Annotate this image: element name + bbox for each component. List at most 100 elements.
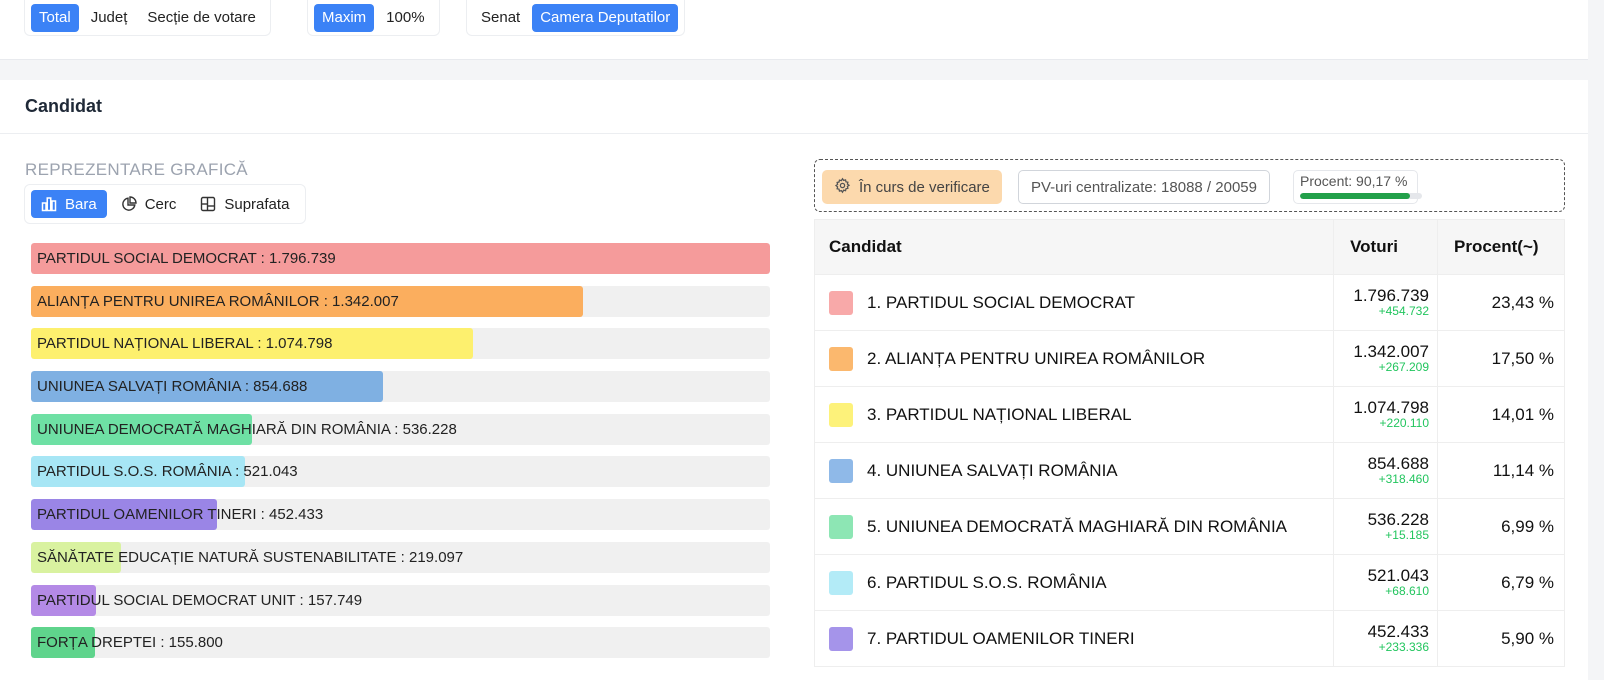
scope-option-judet[interactable]: Județ — [90, 9, 128, 26]
votes-value: 854.688 — [1367, 454, 1430, 473]
column-header-procent[interactable]: Procent(~) — [1437, 219, 1565, 275]
votes-delta: +454.732 — [1378, 304, 1430, 318]
bar-row[interactable]: ALIANȚA PENTRU UNIREA ROMÂNILOR : 1.342.… — [31, 285, 770, 317]
bar-row[interactable]: PARTIDUL NAȚIONAL LIBERAL : 1.074.798 — [31, 328, 770, 360]
gear-icon — [834, 177, 851, 198]
candidate-cell: 7. PARTIDUL OAMENILOR TINERI — [813, 610, 1335, 667]
candidate-cell: 1. PARTIDUL SOCIAL DEMOCRAT — [813, 274, 1335, 331]
votes-value: 452.433 — [1367, 622, 1430, 641]
bar-row[interactable]: PARTIDUL SOCIAL DEMOCRAT UNIT : 157.749 — [31, 584, 770, 616]
bar — [31, 285, 583, 317]
scope-option-total[interactable]: Total — [31, 3, 79, 32]
bar-row[interactable]: PARTIDUL S.O.S. ROMÂNIA : 521.043 — [31, 456, 770, 488]
bar-row[interactable]: FORȚA DREPTEI : 155.800 — [31, 627, 770, 659]
view-option-label: Suprafata — [224, 195, 290, 213]
percent-cell: 11,14 % — [1437, 442, 1565, 499]
area-grid-icon — [200, 196, 216, 212]
results-table: Candidat Voturi Procent(~) 1. PARTIDUL S… — [813, 219, 1565, 667]
chamber-option-senat[interactable]: Senat — [481, 9, 521, 26]
candidate-name: 1. PARTIDUL SOCIAL DEMOCRAT — [867, 292, 1135, 312]
bar-label: PARTIDUL S.O.S. ROMÂNIA : 521.043 — [37, 463, 298, 481]
bar-label: SĂNĂTATE EDUCAȚIE NATURĂ SUSTENABILITATE… — [37, 548, 464, 566]
table-row[interactable]: 5. UNIUNEA DEMOCRATĂ MAGHIARĂ DIN ROMÂNI… — [813, 498, 1565, 555]
scope-option-sectie[interactable]: Secție de votare — [147, 9, 256, 26]
progress-track — [1300, 193, 1422, 199]
color-swatch — [829, 290, 853, 315]
scale-selector: Maxim 100% — [307, 0, 440, 36]
candidate-name: 3. PARTIDUL NAȚIONAL LIBERAL — [867, 404, 1132, 424]
scope-selector: Total Județ Secție de votare — [24, 0, 271, 36]
percent-cell: 17,50 % — [1437, 330, 1565, 387]
color-swatch — [829, 570, 853, 595]
chart-view-switch: Bara Cerc Suprafata — [24, 184, 307, 224]
candidate-cell: 3. PARTIDUL NAȚIONAL LIBERAL — [813, 386, 1335, 443]
chamber-option-camera[interactable]: Camera Deputatilor — [532, 3, 679, 32]
bar — [31, 541, 122, 573]
percent-cell: 14,01 % — [1437, 386, 1565, 443]
bar — [31, 413, 252, 445]
table-header-row: Candidat Voturi Procent(~) — [813, 219, 1565, 275]
bar-label: FORȚA DREPTEI : 155.800 — [37, 634, 223, 652]
bar — [31, 371, 383, 403]
candidate-name: 6. PARTIDUL S.O.S. ROMÂNIA — [867, 572, 1107, 592]
view-option-label: Cerc — [144, 195, 177, 213]
filter-bar: Total Județ Secție de votare Maxim 100% … — [0, 0, 1588, 60]
candidate-cell: 2. ALIANȚA PENTRU UNIREA ROMÂNILOR — [813, 330, 1335, 387]
bar-row[interactable]: PARTIDUL SOCIAL DEMOCRAT : 1.796.739 — [31, 243, 770, 274]
votes-cell: 854.688 +318.460 — [1333, 442, 1439, 499]
processed-percent: Procent: 90,17 % — [1293, 170, 1422, 204]
bar-label: PARTIDUL SOCIAL DEMOCRAT : 1.796.739 — [37, 250, 336, 267]
votes-cell: 1.796.739 +454.732 — [1333, 274, 1439, 331]
table-row[interactable]: 2. ALIANȚA PENTRU UNIREA ROMÂNILOR 1.342.… — [813, 330, 1565, 387]
bar — [31, 243, 770, 274]
view-option-label: Bara — [65, 195, 97, 213]
votes-value: 1.074.798 — [1353, 398, 1430, 417]
chamber-selector: Senat Camera Deputatilor — [466, 0, 686, 36]
bar-row[interactable]: UNIUNEA DEMOCRATĂ MAGHIARĂ DIN ROMÂNIA :… — [31, 413, 770, 445]
bar-label: UNIUNEA DEMOCRATĂ MAGHIARĂ DIN ROMÂNIA :… — [37, 420, 457, 438]
candidate-name: 4. UNIUNEA SALVAȚI ROMÂNIA — [867, 460, 1118, 480]
percent-cell: 6,99 % — [1437, 498, 1565, 555]
processed-percent-text: Procent: 90,17 % — [1300, 173, 1408, 189]
votes-value: 521.043 — [1367, 566, 1430, 585]
progress-fill — [1300, 193, 1410, 199]
section-title: Candidat — [0, 80, 1588, 134]
votes-delta: +318.460 — [1378, 472, 1430, 486]
bar — [31, 456, 246, 488]
column-header-candidat[interactable]: Candidat — [813, 219, 1335, 275]
percent-cell: 5,90 % — [1437, 610, 1565, 667]
counting-status: În curs de verificare PV-uri centralizat… — [814, 159, 1565, 212]
view-option-cerc[interactable]: Cerc — [111, 190, 187, 218]
view-option-suprafata[interactable]: Suprafata — [190, 190, 299, 218]
scale-option-100[interactable]: 100% — [386, 9, 425, 26]
column-header-voturi[interactable]: Voturi — [1333, 219, 1439, 275]
votes-delta: +15.185 — [1385, 528, 1430, 542]
table-row[interactable]: 1. PARTIDUL SOCIAL DEMOCRAT 1.796.739 +454… — [813, 274, 1565, 331]
votes-delta: +220.110 — [1379, 416, 1430, 430]
candidate-name: 7. PARTIDUL OAMENILOR TINERI — [867, 628, 1135, 648]
table-row[interactable]: 7. PARTIDUL OAMENILOR TINERI 452.433 +233.… — [813, 610, 1565, 667]
view-option-bara[interactable]: Bara — [31, 190, 107, 218]
candidate-cell: 6. PARTIDUL S.O.S. ROMÂNIA — [813, 554, 1335, 611]
bar — [31, 328, 474, 360]
bar-label: PARTIDUL NAȚIONAL LIBERAL : 1.074.798 — [37, 335, 333, 353]
bar-label: UNIUNEA SALVAȚI ROMÂNIA : 854.688 — [37, 378, 308, 396]
bar-row[interactable]: SĂNĂTATE EDUCAȚIE NATURĂ SUSTENABILITATE… — [31, 541, 770, 573]
candidate-name: 2. ALIANȚA PENTRU UNIREA ROMÂNILOR — [867, 348, 1206, 368]
color-swatch — [829, 514, 853, 539]
color-swatch — [829, 626, 853, 651]
bar-chart: PARTIDUL SOCIAL DEMOCRAT : 1.796.739 ALIA… — [31, 243, 770, 670]
table-row[interactable]: 4. UNIUNEA SALVAȚI ROMÂNIA 854.688 +318.46… — [813, 442, 1565, 499]
votes-delta: +267.209 — [1378, 360, 1430, 374]
table-row[interactable]: 6. PARTIDUL S.O.S. ROMÂNIA 521.043 +68.610… — [813, 554, 1565, 611]
candidate-name: 5. UNIUNEA DEMOCRATĂ MAGHIARĂ DIN ROMÂNI… — [867, 516, 1288, 536]
percent-cell: 23,43 % — [1437, 274, 1565, 331]
votes-value: 1.342.007 — [1353, 342, 1430, 361]
bar-row[interactable]: UNIUNEA SALVAȚI ROMÂNIA : 854.688 — [31, 371, 770, 403]
bar-row[interactable]: PARTIDUL OAMENILOR TINERI : 452.433 — [31, 499, 770, 531]
candidate-cell: 4. UNIUNEA SALVAȚI ROMÂNIA — [813, 442, 1335, 499]
scale-option-maxim[interactable]: Maxim — [314, 3, 375, 32]
verification-badge: În curs de verificare — [822, 170, 1002, 204]
percent-cell: 6,79 % — [1437, 554, 1565, 611]
table-row[interactable]: 3. PARTIDUL NAȚIONAL LIBERAL 1.074.798 +22… — [813, 386, 1565, 443]
